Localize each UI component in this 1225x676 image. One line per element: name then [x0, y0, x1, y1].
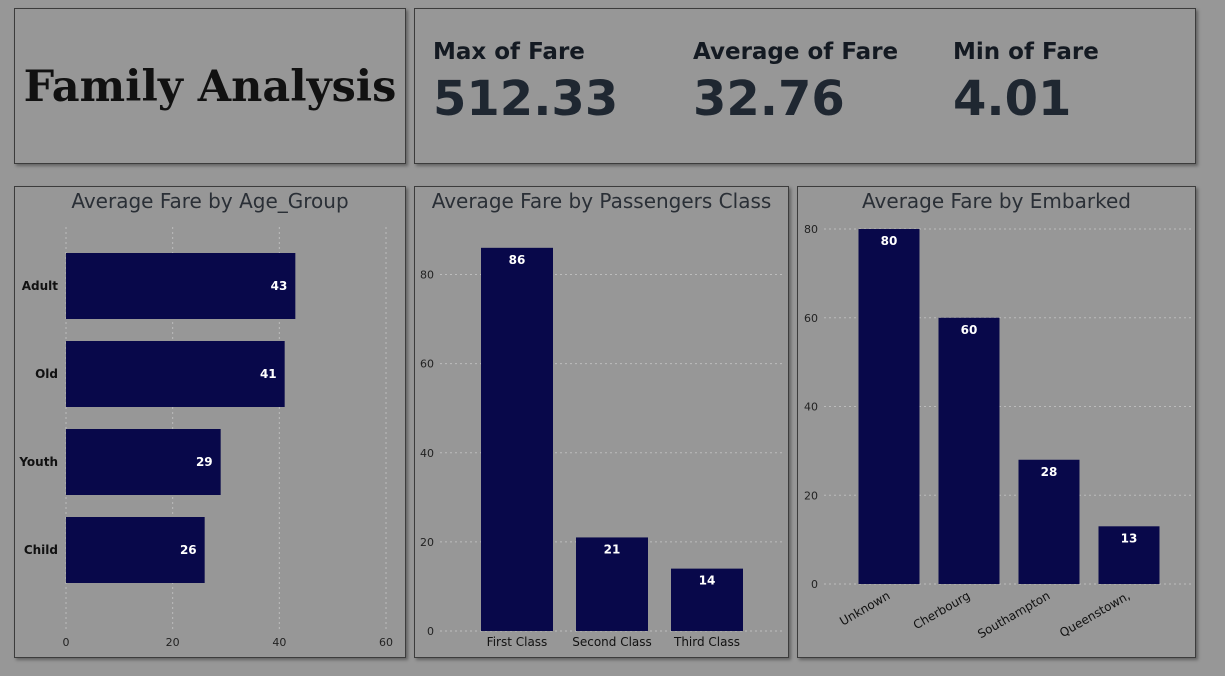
- data-label: 60: [961, 323, 978, 337]
- kpi-min-fare: Min of Fare 4.01: [953, 39, 1099, 127]
- data-label: 80: [881, 234, 898, 248]
- x-tick-label: 20: [166, 636, 180, 649]
- y-tick-label: 80: [420, 269, 434, 282]
- embarked-chart[interactable]: Average Fare by Embarked 0 20 40 60 80 80 Unkn…: [797, 186, 1196, 658]
- bar: [481, 247, 553, 632]
- y-tick-label: 40: [420, 447, 434, 460]
- y-tick-label: 20: [804, 489, 818, 502]
- title-card: Family Analysis: [14, 8, 406, 164]
- age-group-chart[interactable]: Average Fare by Age_Group 0 20 40 60 Adult 43…: [14, 186, 406, 658]
- page-title: Family Analysis: [23, 62, 397, 112]
- y-tick-label: 80: [804, 223, 818, 236]
- data-label: 21: [604, 542, 621, 556]
- category-label: Cherbourg: [911, 588, 973, 632]
- bar: [938, 317, 1000, 584]
- category-label: Old: [35, 367, 58, 381]
- category-label: Third Class: [673, 635, 740, 649]
- y-tick-label: 40: [804, 401, 818, 414]
- data-label: 41: [260, 367, 277, 381]
- data-label: 29: [196, 455, 213, 469]
- kpi-max-fare: Max of Fare 512.33: [433, 39, 618, 127]
- bar: [671, 568, 743, 631]
- bar: [66, 429, 221, 495]
- bar: [66, 341, 285, 407]
- data-label: 43: [271, 279, 288, 293]
- category-label: Unknown: [837, 588, 892, 628]
- category-label: Queenstown,: [1057, 588, 1132, 640]
- embarked-chart-svg: 0 20 40 60 80 80 Unknown 60 Cherbourg 28 Southampt…: [804, 223, 1193, 641]
- y-tick-label: 60: [420, 358, 434, 371]
- kpi-label: Min of Fare: [953, 39, 1099, 65]
- data-label: 26: [180, 543, 197, 557]
- chart-title: Average Fare by Embarked: [862, 189, 1131, 213]
- bar: [858, 229, 920, 584]
- kpi-value: 4.01: [953, 71, 1072, 127]
- data-label: 28: [1041, 465, 1058, 479]
- kpi-value: 32.76: [693, 71, 845, 127]
- category-label: First Class: [487, 635, 548, 649]
- kpi-value: 512.33: [433, 71, 619, 127]
- y-tick-label: 0: [811, 578, 818, 591]
- data-label: 14: [699, 574, 716, 588]
- passenger-class-chart-svg: 0 20 40 60 80 86 First Class 21 Second Class 14 Th…: [420, 247, 785, 649]
- kpi-card: Max of Fare 512.33 Average of Fare 32.76…: [414, 8, 1196, 164]
- bar: [576, 537, 648, 631]
- bar: [66, 253, 296, 319]
- category-label: Southampton: [975, 588, 1052, 641]
- chart-title: Average Fare by Passengers Class: [431, 189, 772, 213]
- data-label: 86: [509, 253, 526, 267]
- kpi-average-fare: Average of Fare 32.76: [693, 39, 898, 127]
- bar: [1018, 459, 1080, 584]
- bar: [1098, 526, 1160, 584]
- category-label: Child: [24, 543, 58, 557]
- x-tick-label: 60: [379, 636, 393, 649]
- y-tick-label: 60: [804, 312, 818, 325]
- bar: [66, 517, 205, 583]
- kpi-label: Max of Fare: [433, 39, 585, 65]
- y-tick-label: 20: [420, 536, 434, 549]
- passenger-class-chart[interactable]: Average Fare by Passengers Class 0 20 40 60…: [414, 186, 789, 658]
- category-label: Youth: [18, 455, 58, 469]
- category-label: Adult: [22, 279, 59, 293]
- kpi-label: Average of Fare: [693, 39, 899, 65]
- chart-title: Average Fare by Age_Group: [71, 189, 349, 213]
- data-label: 13: [1121, 531, 1138, 545]
- age-group-chart-svg: 0 20 40 60 Adult 43 Old 41 Youth 29 Child 26: [18, 227, 393, 649]
- x-tick-label: 40: [272, 636, 286, 649]
- x-tick-label: 0: [63, 636, 70, 649]
- y-tick-label: 0: [427, 625, 434, 638]
- category-label: Second Class: [572, 635, 652, 649]
